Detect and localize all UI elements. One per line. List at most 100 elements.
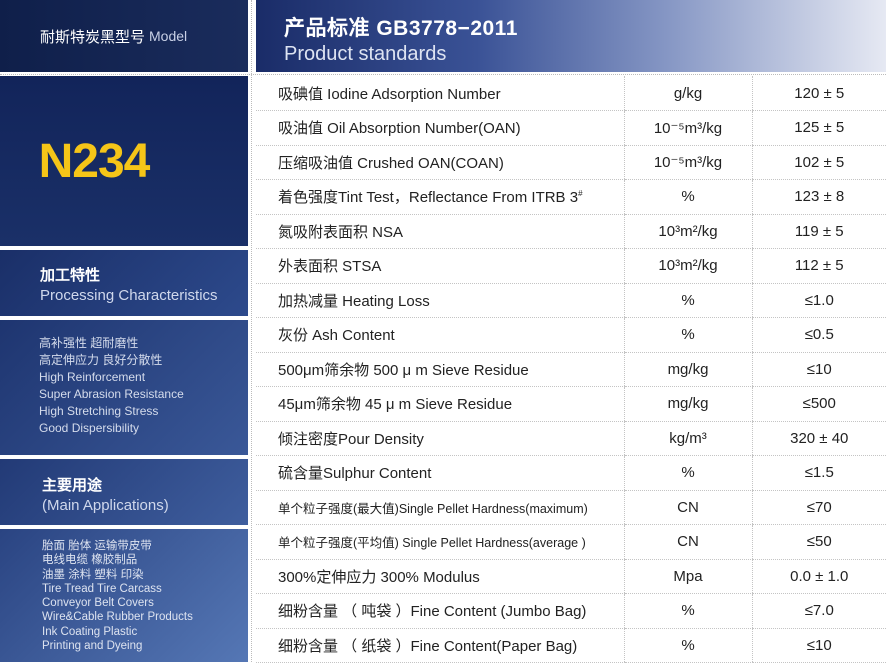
property-value: 0.0 ± 1.0 xyxy=(751,559,886,594)
property-value: 320 ± 40 xyxy=(751,421,886,456)
applications-heading-en: (Main Applications) xyxy=(42,497,169,514)
property-name: 灰份 Ash Content xyxy=(256,317,624,353)
application-item: 油墨 涂料 塑料 印染 xyxy=(42,568,144,581)
property-unit: % xyxy=(623,179,752,215)
property-value: 120 ± 5 xyxy=(751,76,886,111)
property-value: 123 ± 8 xyxy=(751,179,886,215)
table-row: 吸碘值 Iodine Adsorption Number g/kg 120 ± 5 xyxy=(256,76,886,111)
property-unit: 10³m²/kg xyxy=(623,248,752,284)
table-row: 500μm筛余物 500 μ m Sieve Residue mg/kg ≤10 xyxy=(256,352,886,387)
property-name-text: 外表面积 STSA xyxy=(278,258,382,276)
property-unit: Mpa xyxy=(623,559,752,594)
property-name-text: 45μm筛余物 45 μ m Sieve Residue xyxy=(278,396,513,414)
property-value: ≤0.5 xyxy=(751,317,886,353)
property-name-text: 倾注密度Pour Density xyxy=(278,430,424,448)
property-unit: CN xyxy=(623,490,752,525)
property-name-text: 500μm筛余物 500 μ m Sieve Residue xyxy=(278,361,529,379)
property-unit: mg/kg xyxy=(623,352,752,387)
applications-heading-zh: 主要用途 xyxy=(42,477,103,494)
property-value: ≤1.0 xyxy=(751,283,886,318)
property-unit: % xyxy=(623,593,752,629)
property-name-text: 压缩吸油值 Crushed OAN(COAN) xyxy=(278,154,504,172)
vertical-divider xyxy=(251,0,252,662)
grade-panel: N234 xyxy=(0,76,248,246)
property-name: 氮吸附表面积 NSA xyxy=(256,214,624,249)
applications-panel: 胎面 胎体 运输带皮带 电线电缆 橡胶制品 油墨 涂料 塑料 印染 Tire Trea… xyxy=(0,529,248,662)
property-name: 外表面积 STSA xyxy=(256,248,624,284)
grade-name: N234 xyxy=(38,134,151,188)
model-label-en: Model xyxy=(149,28,188,44)
property-value: ≤500 xyxy=(751,386,886,422)
property-name-text: 灰份 Ash Content xyxy=(278,327,395,345)
model-label-zh: 耐斯特炭黑型号 xyxy=(40,28,146,46)
table-row: 外表面积 STSA 10³m²/kg 112 ± 5 xyxy=(256,248,886,284)
processing-heading-en: Processing Characteristics xyxy=(40,287,218,304)
application-item: 胎面 胎体 运输带皮带 xyxy=(42,540,152,552)
table-row: 细粉含量 （ 吨袋 ）Fine Content (Jumbo Bag)% ≤7.0 xyxy=(256,593,886,629)
table-row: 吸油值 Oil Absorption Number(OAN) 10⁻⁵m³/kg 1… xyxy=(256,110,886,146)
application-item: Wire&Cable Rubber Products xyxy=(42,611,193,624)
property-name-text: 300%定伸应力 300% Modulus xyxy=(278,568,480,586)
property-unit: % xyxy=(623,455,752,491)
table-row: 硫含量Sulphur Content% ≤1.5 xyxy=(256,455,886,491)
characteristic-item: Good Dispersibility xyxy=(39,421,140,435)
table-row: 45μm筛余物 45 μ m Sieve Residue mg/kg ≤500 xyxy=(256,386,886,422)
property-name: 吸碘值 Iodine Adsorption Number xyxy=(256,76,624,111)
property-value: 119 ± 5 xyxy=(751,214,886,249)
model-label-panel: 耐斯特炭黑型号 Model xyxy=(0,0,248,72)
property-value: ≤50 xyxy=(751,524,886,560)
table-row: 灰份 Ash Content% ≤0.5 xyxy=(256,317,886,353)
property-value: ≤1.5 xyxy=(751,455,886,491)
property-name: 单个粒子强度(平均值) Single Pellet Hardness(avera… xyxy=(256,524,624,560)
standards-title: 产品标准 GB3778−2011 xyxy=(284,17,518,40)
property-value: ≤7.0 xyxy=(751,593,886,629)
property-unit: 10⁻⁵m³/kg xyxy=(623,145,752,180)
property-unit: 10⁻⁵m³/kg xyxy=(623,110,752,146)
table-row: 单个粒子强度(平均值) Single Pellet Hardness(avera… xyxy=(256,524,886,560)
characteristic-item: High Stretching Stress xyxy=(39,404,159,418)
property-unit: % xyxy=(623,283,752,318)
table-row: 着色强度Tint Test，Reflectance From ITRB 3#% 1… xyxy=(256,179,886,215)
table-row: 倾注密度Pour Density kg/m³ 320 ± 40 xyxy=(256,421,886,456)
property-name: 细粉含量 （ 吨袋 ）Fine Content (Jumbo Bag) xyxy=(256,593,624,629)
property-unit: % xyxy=(623,317,752,353)
property-unit: g/kg xyxy=(623,76,752,111)
property-name: 加热减量 Heating Loss xyxy=(256,283,624,318)
property-name-text: 细粉含量 （ 纸袋 ）Fine Content(Paper Bag) xyxy=(278,637,578,655)
property-name-text: 硫含量Sulphur Content xyxy=(278,465,432,483)
property-name-text: 加热减量 Heating Loss xyxy=(278,292,430,310)
characteristic-item: High Reinforcement xyxy=(39,370,146,384)
property-value: 102 ± 5 xyxy=(751,145,886,180)
application-item: Conveyor Belt Covers xyxy=(42,597,154,610)
horizontal-divider xyxy=(0,74,886,75)
property-unit: 10³m²/kg xyxy=(623,214,752,249)
property-name: 着色强度Tint Test，Reflectance From ITRB 3# xyxy=(256,179,624,215)
property-name-text: 单个粒子强度(最大值)Single Pellet Hardness(maximu… xyxy=(278,501,588,516)
table-row: 加热减量 Heating Loss% ≤1.0 xyxy=(256,283,886,318)
characteristic-item: Super Abrasion Resistance xyxy=(39,387,184,401)
property-unit: kg/m³ xyxy=(623,421,752,456)
application-item: Tire Tread Tire Carcass xyxy=(42,582,162,595)
property-name: 硫含量Sulphur Content xyxy=(256,455,624,491)
property-name-text: 氮吸附表面积 NSA xyxy=(278,223,404,241)
property-name: 500μm筛余物 500 μ m Sieve Residue xyxy=(256,352,624,387)
table-row: 300%定伸应力 300% Modulus Mpa 0.0 ± 1.0 xyxy=(256,559,886,594)
property-value: ≤10 xyxy=(751,628,886,663)
processing-heading-panel: 加工特性 Processing Characteristics xyxy=(0,250,248,316)
characteristics-panel: 高补强性 超耐磨性 高定伸应力 良好分散性 High Reinforcement Su… xyxy=(0,320,248,455)
standards-header: 产品标准 GB3778−2011 Product standards xyxy=(256,0,886,72)
standards-subtitle: Product standards xyxy=(284,43,447,65)
table-row: 氮吸附表面积 NSA 10³m²/kg 119 ± 5 xyxy=(256,214,886,249)
property-unit: % xyxy=(623,628,752,663)
property-value: 112 ± 5 xyxy=(751,248,886,284)
property-unit: mg/kg xyxy=(623,386,752,422)
application-item: Ink Coating Plastic xyxy=(42,625,138,638)
property-name: 单个粒子强度(最大值)Single Pellet Hardness(maximu… xyxy=(256,490,624,525)
property-unit: CN xyxy=(623,524,752,560)
property-name-text: 着色强度Tint Test，Reflectance From ITRB 3 xyxy=(278,189,579,207)
property-name: 细粉含量 （ 纸袋 ）Fine Content(Paper Bag) xyxy=(256,628,624,663)
property-value: ≤10 xyxy=(751,352,886,387)
table-row: 单个粒子强度(最大值)Single Pellet Hardness(maximu… xyxy=(256,490,886,525)
table-row: 压缩吸油值 Crushed OAN(COAN) 10⁻⁵m³/kg 102 ± 5 xyxy=(256,145,886,180)
